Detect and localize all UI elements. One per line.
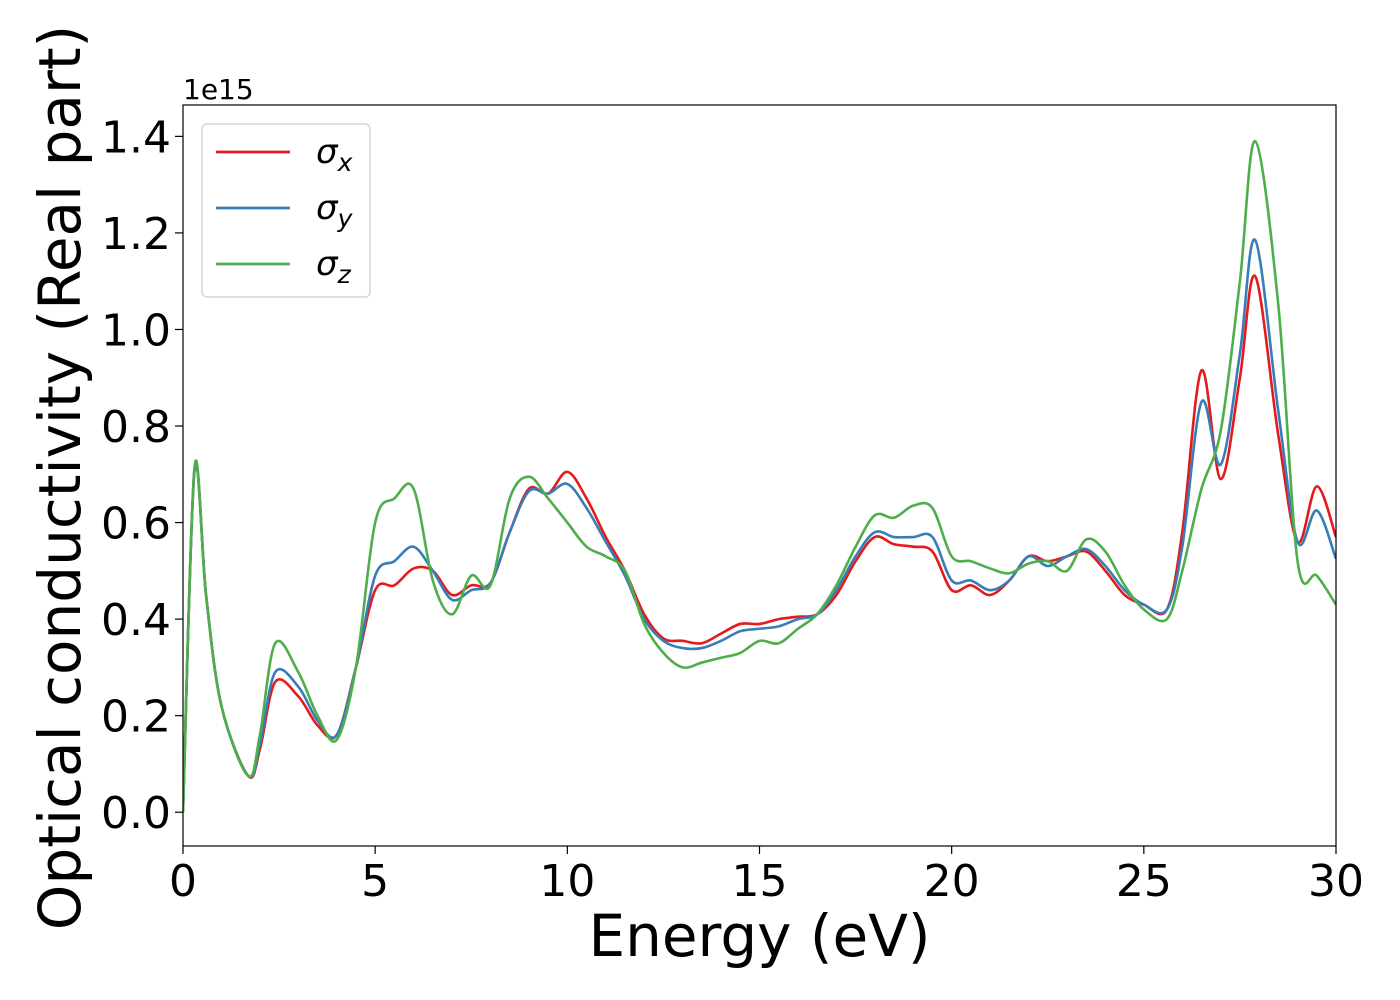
x-tick-label: 20 bbox=[924, 856, 980, 907]
x-tick-label: 5 bbox=[361, 856, 389, 907]
series-line-x bbox=[183, 274, 1336, 813]
legend: σx σy σz bbox=[201, 123, 371, 298]
legend-box bbox=[201, 123, 371, 298]
series-layer bbox=[183, 139, 1336, 813]
x-tick-label: 10 bbox=[539, 856, 595, 907]
legend-label: σy bbox=[316, 188, 354, 233]
x-axis-label: Energy (eV) bbox=[588, 902, 930, 970]
x-tick-label: 0 bbox=[169, 856, 197, 907]
x-tick-label: 15 bbox=[732, 856, 788, 907]
legend-item-x: σx bbox=[216, 132, 353, 177]
legend-label: σx bbox=[316, 132, 353, 177]
series-line-z bbox=[183, 139, 1336, 813]
legend-label: σz bbox=[316, 244, 352, 289]
legend-item-y: σy bbox=[216, 188, 354, 233]
y-tick-label: 0.2 bbox=[101, 692, 171, 743]
x-axis: 0 5 10 15 20 25 30 bbox=[169, 846, 1364, 907]
y-tick-label: 0.8 bbox=[101, 402, 171, 453]
legend-item-z: σz bbox=[216, 244, 352, 289]
series-line-y bbox=[183, 238, 1336, 813]
y-tick-label: 0.6 bbox=[101, 499, 171, 550]
x-tick-label: 30 bbox=[1308, 856, 1364, 907]
y-axis-label: Optical conductivity (Real part) bbox=[26, 25, 94, 930]
y-tick-label: 1.4 bbox=[101, 112, 171, 163]
y-offset-label: 1e15 bbox=[183, 73, 254, 106]
y-axis: 0.0 0.2 0.4 0.6 0.8 1.0 1.2 1.4 bbox=[101, 112, 183, 839]
y-tick-label: 0.0 bbox=[101, 788, 171, 839]
x-tick-label: 25 bbox=[1116, 856, 1172, 907]
y-tick-label: 1.0 bbox=[101, 305, 171, 356]
y-tick-label: 0.4 bbox=[101, 595, 171, 646]
y-tick-label: 1.2 bbox=[101, 209, 171, 260]
